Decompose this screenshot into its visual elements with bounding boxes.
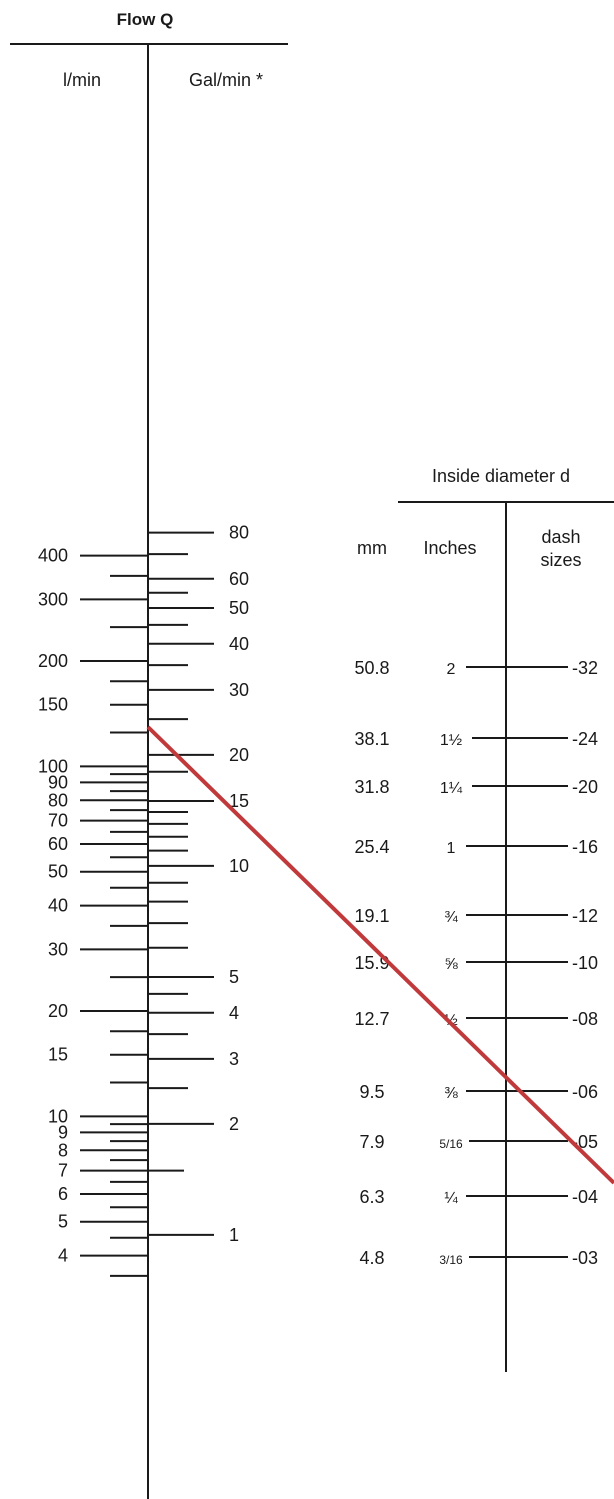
diameter-mm-label: 4.8 — [359, 1248, 384, 1268]
diameter-inch-label: ¾ — [444, 909, 458, 926]
dash-header-line2: sizes — [540, 550, 581, 570]
gal-header: Gal/min * — [189, 70, 263, 90]
inches-header: Inches — [423, 538, 476, 558]
diameter-mm-label: 15.9 — [354, 953, 389, 973]
gal-tick-label: 20 — [229, 745, 249, 765]
lmin-tick-label: 80 — [48, 790, 68, 810]
lmin-tick-label: 20 — [48, 1001, 68, 1021]
diameter-inch-label: 3/16 — [439, 1253, 463, 1267]
lmin-tick-label: 40 — [48, 896, 68, 916]
gal-tick-label: 30 — [229, 680, 249, 700]
flow-tick-group — [80, 531, 214, 1277]
flow-title: Flow Q — [117, 10, 174, 29]
gal-tick-label: 5 — [229, 967, 239, 987]
lmin-tick-label: 8 — [58, 1140, 68, 1160]
diameter-inch-label: ⅜ — [444, 1085, 458, 1102]
lmin-tick-label: 90 — [48, 772, 68, 792]
diameter-dash-label: -12 — [572, 906, 598, 926]
dash-header-line1: dash — [541, 527, 580, 547]
diameter-dash-label: -06 — [572, 1082, 598, 1102]
lmin-tick-label: 7 — [58, 1161, 68, 1181]
gal-tick-label: 1 — [229, 1225, 239, 1245]
diameter-mm-label: 6.3 — [359, 1187, 384, 1207]
diameter-mm-label: 7.9 — [359, 1132, 384, 1152]
diameter-inch-label: 2 — [447, 661, 456, 678]
lmin-tick-label: 50 — [48, 862, 68, 882]
lmin-tick-label: 30 — [48, 939, 68, 959]
gal-tick-label: 10 — [229, 856, 249, 876]
diameter-inch-label: 1½ — [440, 732, 462, 749]
gal-tick-label: 80 — [229, 523, 249, 543]
gal-tick-label: 60 — [229, 569, 249, 589]
lmin-tick-label: 5 — [58, 1212, 68, 1232]
lmin-tick-label: 100 — [38, 756, 68, 776]
diameter-title: Inside diameter d — [432, 466, 570, 486]
lmin-tick-label: 300 — [38, 589, 68, 609]
diameter-mm-label: 9.5 — [359, 1082, 384, 1102]
diameter-inch-label: ¼ — [444, 1190, 458, 1207]
lmin-tick-label: 6 — [58, 1184, 68, 1204]
diameter-inch-label: 1¼ — [440, 780, 463, 797]
flow-label-group: 4003002001501009080706050403020151098765… — [38, 523, 249, 1266]
diameter-dash-label: -08 — [572, 1009, 598, 1029]
lmin-tick-label: 15 — [48, 1045, 68, 1065]
diameter-inch-label: 1 — [447, 840, 456, 857]
diameter-row-group: 50.8 2 -32 38.1 1½ -24 31.8 1¼ -20 25.4 1 -16 19.1 ¾ -… — [354, 658, 598, 1268]
gal-tick-label: 3 — [229, 1049, 239, 1069]
diameter-dash-label: -05 — [572, 1132, 598, 1152]
gal-tick-label: 50 — [229, 598, 249, 618]
diameter-inch-label: 5/16 — [439, 1137, 463, 1151]
lmin-tick-label: 200 — [38, 651, 68, 671]
lmin-tick-label: 150 — [38, 695, 68, 715]
gal-tick-label: 15 — [229, 791, 249, 811]
diameter-dash-label: -04 — [572, 1187, 598, 1207]
lmin-tick-label: 70 — [48, 811, 68, 831]
lmin-tick-label: 400 — [38, 546, 68, 566]
mm-header: mm — [357, 538, 387, 558]
gal-tick-label: 4 — [229, 1003, 239, 1023]
diameter-dash-label: -24 — [572, 729, 598, 749]
diameter-mm-label: 12.7 — [354, 1009, 389, 1029]
diameter-inch-label: ⅝ — [444, 956, 458, 973]
diameter-dash-label: -03 — [572, 1248, 598, 1268]
diameter-dash-label: -16 — [572, 837, 598, 857]
diameter-mm-label: 19.1 — [354, 906, 389, 926]
diameter-mm-label: 38.1 — [354, 729, 389, 749]
reading-line — [146, 725, 614, 1185]
diameter-dash-label: -32 — [572, 658, 598, 678]
lmin-tick-label: 9 — [58, 1122, 68, 1142]
diameter-mm-label: 50.8 — [354, 658, 389, 678]
lmin-tick-label: 60 — [48, 834, 68, 854]
diameter-dash-label: -10 — [572, 953, 598, 973]
diameter-mm-label: 31.8 — [354, 777, 389, 797]
lmin-header: l/min — [63, 70, 101, 90]
diameter-dash-label: -20 — [572, 777, 598, 797]
lmin-tick-label: 4 — [58, 1246, 68, 1266]
gal-tick-label: 40 — [229, 634, 249, 654]
lmin-tick-label: 10 — [48, 1106, 68, 1126]
diameter-mm-label: 25.4 — [354, 837, 389, 857]
gal-tick-label: 2 — [229, 1114, 239, 1134]
